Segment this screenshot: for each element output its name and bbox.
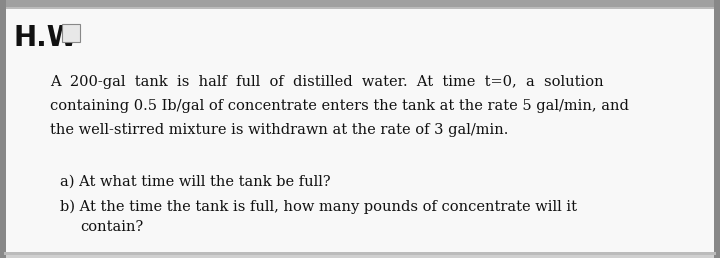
Bar	[62, 24, 80, 42]
Text: the well-stirred mixture is withdrawn at the rate of 3 gal/min.: the well-stirred mixture is withdrawn at…	[50, 123, 508, 137]
Bar	[714, 0, 720, 258]
Bar	[4, 252, 716, 255]
Bar	[0, 0, 720, 7]
Text: containing 0.5 Ib/gal of concentrate enters the tank at the rate 5 gal/min, and: containing 0.5 Ib/gal of concentrate ent…	[50, 99, 629, 113]
Bar	[4, 7, 716, 9]
Text: b) At the time the tank is full, how many pounds of concentrate will it: b) At the time the tank is full, how man…	[60, 200, 577, 214]
Text: H.W: H.W	[14, 24, 78, 52]
Text: contain?: contain?	[80, 220, 143, 234]
Bar	[0, 0, 6, 258]
Text: a) At what time will the tank be full?: a) At what time will the tank be full?	[60, 175, 330, 189]
Text: A  200-gal  tank  is  half  full  of  distilled  water.  At  time  t=0,  a  solu: A 200-gal tank is half full of distilled…	[50, 75, 603, 89]
